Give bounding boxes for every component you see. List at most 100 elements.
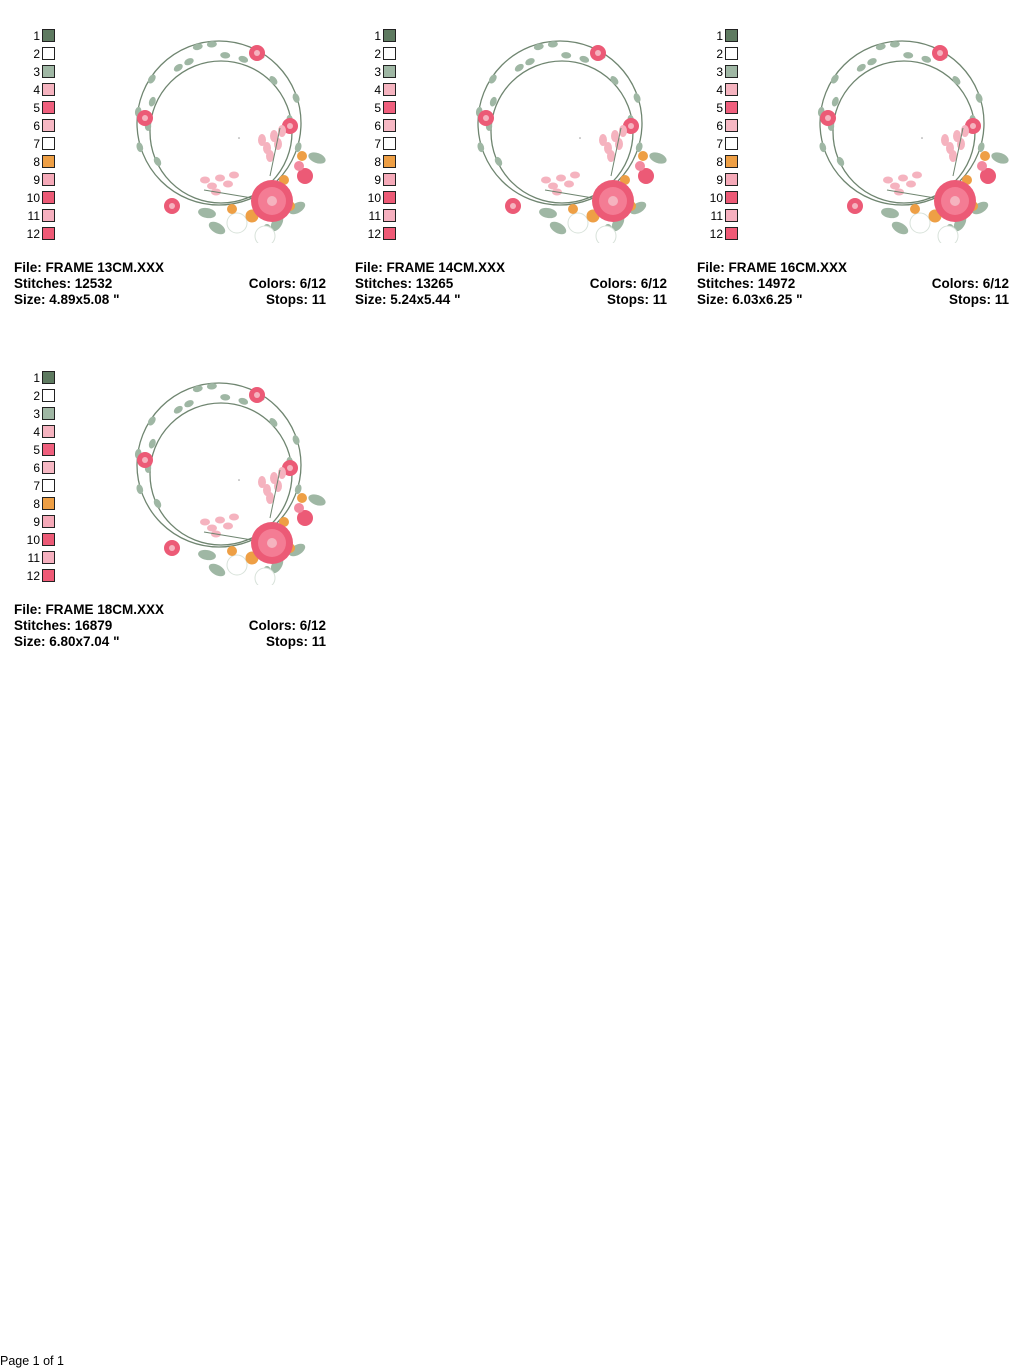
daisy-icon (226, 554, 248, 576)
color-swatch-row: 1 (697, 28, 738, 46)
bouquet-leaf-icon (208, 563, 226, 577)
design-size: Size: 6.80x7.04 " (14, 634, 120, 649)
bud-icon (607, 150, 615, 162)
color-swatch-row: 1 (14, 28, 55, 46)
berry-icon (227, 204, 237, 214)
color-swatch (42, 461, 55, 474)
color-swatch (42, 407, 55, 420)
swatch-number: 2 (716, 47, 723, 61)
daisy-icon (254, 225, 276, 247)
leaf-icon (977, 142, 985, 153)
daisy-icon (595, 225, 617, 247)
swatch-number: 1 (33, 371, 40, 385)
leaf-icon (148, 438, 156, 449)
main-flower-center (267, 196, 277, 206)
page-footer: Page 1 of 1 (0, 1354, 64, 1368)
leaf-icon (889, 41, 900, 48)
color-swatch (42, 101, 55, 114)
color-swatch-row: 8 (697, 154, 738, 172)
leaf-icon (830, 74, 839, 84)
bouquet-leaf-icon (539, 207, 557, 219)
design-size: Size: 4.89x5.08 " (14, 292, 120, 307)
center-mark (238, 479, 240, 481)
color-swatch-row: 5 (14, 442, 55, 460)
leaf-icon (819, 142, 827, 153)
sprig-stem (203, 189, 253, 199)
color-swatch (383, 83, 396, 96)
leaf-icon (533, 43, 544, 51)
color-swatch-row: 12 (14, 226, 55, 244)
bud-icon (548, 182, 558, 190)
color-swatch-row: 2 (355, 46, 396, 64)
leaf-icon (153, 156, 162, 167)
color-swatch-row: 1 (14, 370, 55, 388)
small-flower-icon (297, 168, 313, 184)
color-swatch-row: 10 (697, 190, 738, 208)
leaf-icon (610, 76, 619, 85)
leaf-icon (294, 142, 302, 153)
bouquet-leaf-icon (198, 549, 216, 561)
rose-center (825, 115, 831, 121)
color-swatch-row: 3 (355, 64, 396, 82)
rose-center (628, 123, 634, 129)
swatch-number: 3 (716, 65, 723, 79)
berry-icon (638, 151, 648, 161)
file-name: File: FRAME 14CM.XXX (355, 260, 506, 275)
sprig-stem (269, 127, 281, 177)
color-swatch (725, 173, 738, 186)
color-count: Colors: 6/12 (248, 276, 326, 291)
color-swatch (383, 191, 396, 204)
color-swatch-row: 6 (355, 118, 396, 136)
stitch-count: Stitches: 12532 (14, 276, 113, 291)
leaf-icon (494, 156, 503, 167)
small-flower-icon (980, 168, 996, 184)
swatch-number: 6 (716, 119, 723, 133)
design-size: Size: 5.24x5.44 " (355, 292, 461, 307)
color-swatch-row: 7 (697, 136, 738, 154)
design-info: File: FRAME 18CM.XXX Stitches: 16879 Color… (14, 602, 332, 650)
color-swatch-row: 3 (14, 64, 55, 82)
swatch-number: 7 (374, 137, 381, 151)
leaf-icon (220, 394, 231, 401)
swatch-number: 12 (26, 569, 40, 583)
berry-icon (297, 493, 307, 503)
color-swatch-row: 5 (697, 100, 738, 118)
leaf-icon (136, 142, 144, 153)
rose-center (852, 203, 858, 209)
color-swatch (383, 227, 396, 240)
design-card: 1 2 3 4 5 6 7 8 9 10 11 12 File: FRAME 13CM.XXX Stitc… (14, 28, 332, 328)
leaf-icon (184, 400, 194, 408)
small-flower-icon (638, 168, 654, 184)
color-swatch (725, 137, 738, 150)
color-swatch (42, 119, 55, 132)
floral-wreath-design (134, 382, 326, 589)
color-swatch-row: 3 (697, 64, 738, 82)
color-swatch-row: 8 (14, 496, 55, 514)
color-swatch (42, 533, 55, 546)
swatch-number: 10 (367, 191, 381, 205)
small-flower-icon (977, 161, 987, 171)
swatch-number: 2 (33, 389, 40, 403)
color-swatch-row: 4 (14, 424, 55, 442)
color-swatch-row: 8 (14, 154, 55, 172)
swatch-number: 10 (26, 191, 40, 205)
swatch-number: 12 (709, 227, 723, 241)
color-swatch (725, 101, 738, 114)
bouquet-leaf-icon (891, 221, 909, 235)
design-info: File: FRAME 16CM.XXX Stitches: 14972 Color… (697, 260, 1015, 308)
daisy-icon (937, 225, 959, 247)
swatch-number: 8 (33, 497, 40, 511)
leaf-icon (136, 484, 144, 495)
swatch-number: 5 (716, 101, 723, 115)
sprig-stem (610, 127, 622, 177)
leaf-icon (269, 76, 278, 85)
color-count: Colors: 6/12 (931, 276, 1009, 291)
color-swatch (42, 173, 55, 186)
sprig-stem (886, 189, 936, 199)
swatch-number: 4 (33, 425, 40, 439)
leaf-icon (153, 498, 162, 509)
color-swatch (383, 47, 396, 60)
bud-icon (883, 176, 893, 184)
file-name: File: FRAME 18CM.XXX (14, 602, 165, 617)
rose-center (287, 123, 293, 129)
